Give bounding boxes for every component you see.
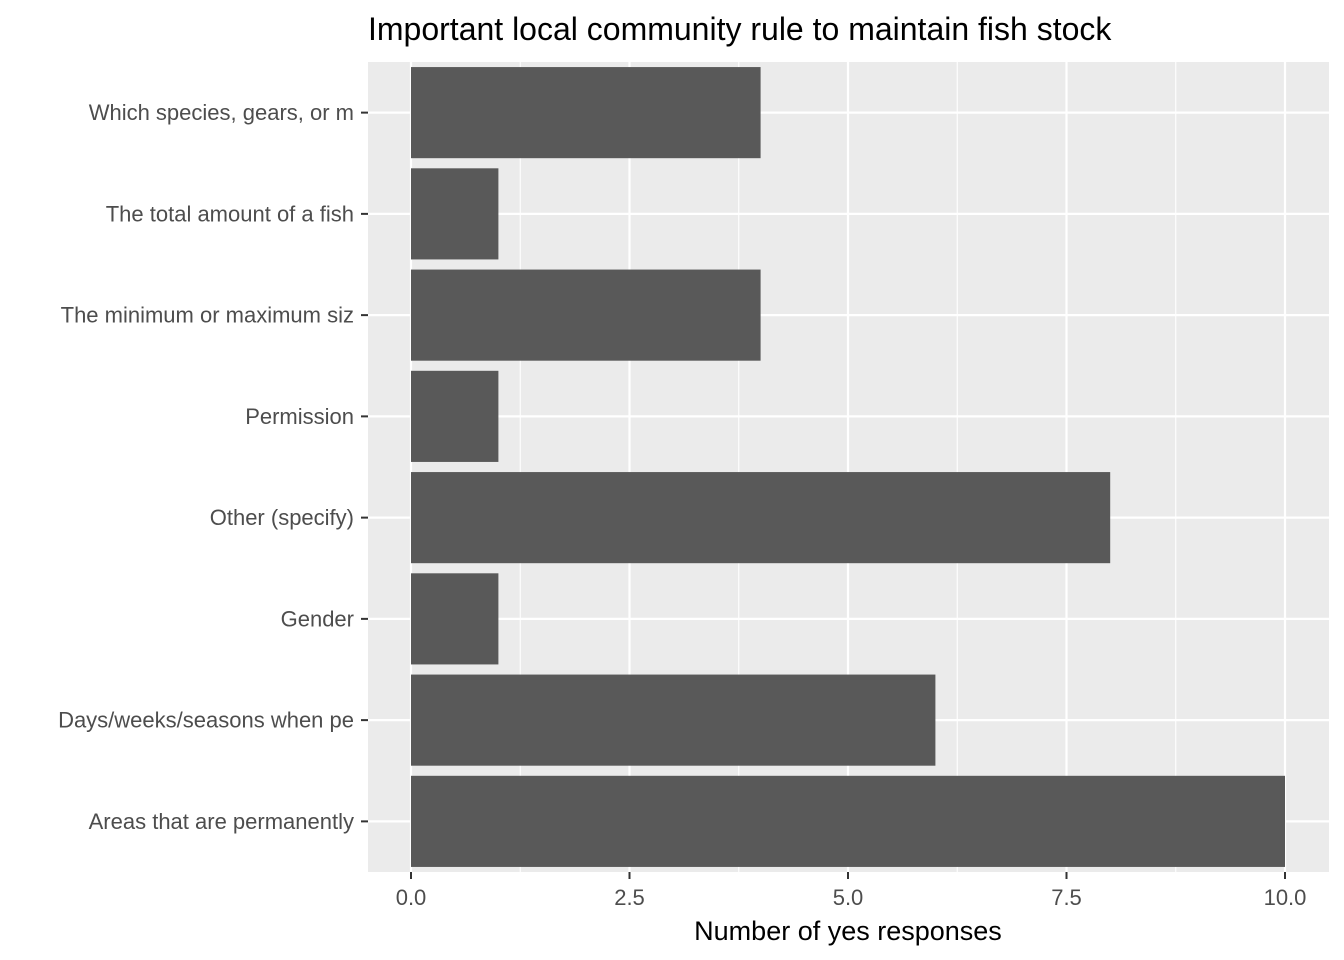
bar bbox=[411, 370, 499, 462]
chart-title: Important local community rule to mainta… bbox=[368, 11, 1112, 47]
bar bbox=[411, 168, 499, 260]
category-label: The total amount of a fish bbox=[106, 201, 354, 226]
bar bbox=[411, 674, 936, 766]
category-label: Days/weeks/seasons when pe bbox=[58, 708, 354, 733]
category-label: The minimum or maximum siz bbox=[61, 303, 354, 328]
x-tick-label: 0.0 bbox=[396, 885, 427, 910]
category-label: Areas that are permanently bbox=[89, 809, 354, 834]
x-tick-label: 7.5 bbox=[1051, 885, 1082, 910]
bar bbox=[411, 269, 761, 361]
bars bbox=[411, 67, 1285, 867]
x-tick-labels: 0.0 2.5 5.0 7.5 10.0 bbox=[396, 872, 1307, 910]
bar bbox=[411, 67, 761, 159]
bar bbox=[411, 472, 1111, 564]
category-label: Other (specify) bbox=[210, 505, 354, 530]
x-tick-label: 2.5 bbox=[614, 885, 645, 910]
category-label: Permission bbox=[245, 404, 354, 429]
x-tick-label: 5.0 bbox=[833, 885, 864, 910]
x-tick-label: 10.0 bbox=[1264, 885, 1307, 910]
category-label: Gender bbox=[281, 606, 354, 631]
bar bbox=[411, 775, 1285, 867]
category-label: Which species, gears, or m bbox=[89, 100, 354, 125]
x-axis-title: Number of yes responses bbox=[694, 916, 1002, 946]
bar bbox=[411, 573, 499, 665]
category-labels: Which species, gears, or m The total amou… bbox=[58, 100, 368, 834]
